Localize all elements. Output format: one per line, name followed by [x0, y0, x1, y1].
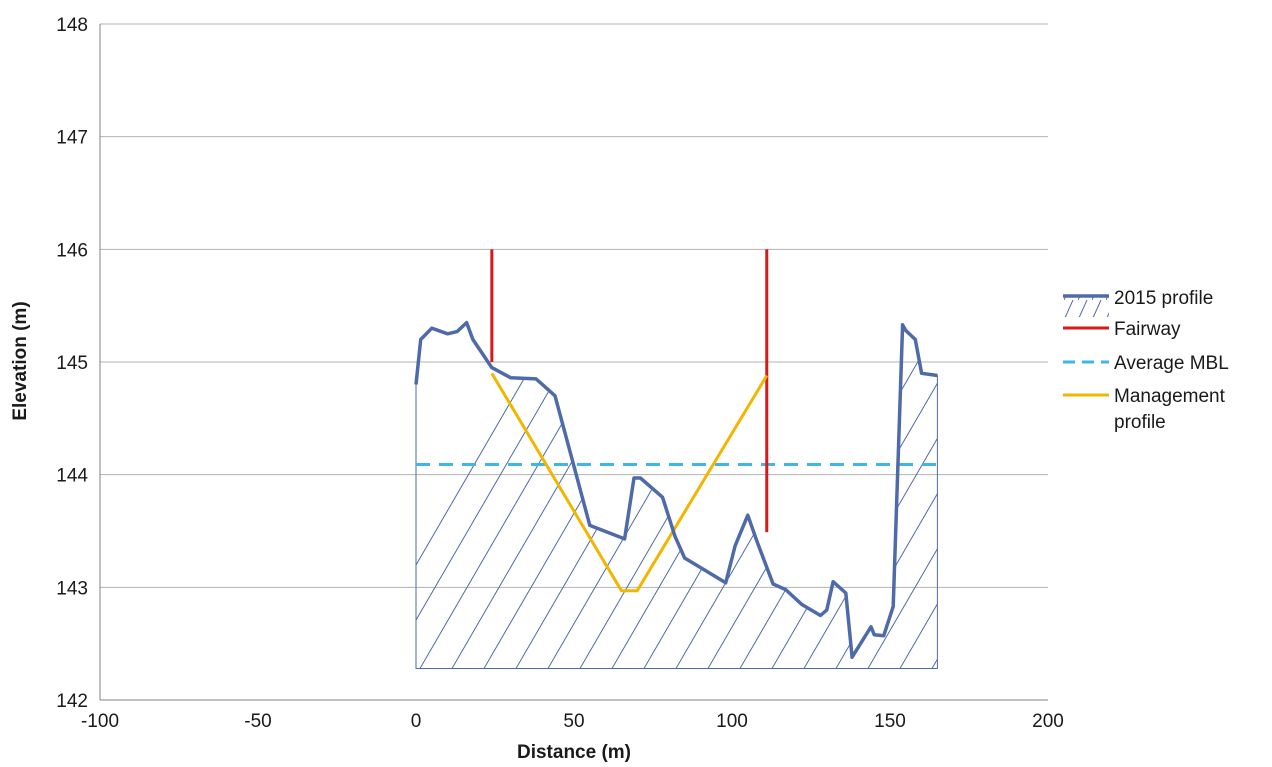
y-axis-title: Elevation (m) [10, 301, 31, 420]
legend-label-average-mbl: Average MBL [1114, 353, 1229, 374]
profile-2015-line [414, 320, 938, 659]
legend-item-average-mbl: Average MBL [1063, 353, 1229, 374]
x-tick-label: 0 [411, 711, 422, 732]
legend: 2015 profile Fairway Average MBL Managem… [1063, 288, 1230, 433]
legend-item-management: Management profile [1063, 386, 1230, 433]
hatch-line [416, 322, 563, 669]
hatch-line [419, 322, 627, 669]
x-tick-label: 50 [563, 711, 584, 732]
axes [99, 24, 1048, 701]
y-tick-label: 146 [56, 240, 88, 261]
gridlines [100, 23, 1048, 588]
x-tick-labels: -100 -50 0 50 100 150 200 [81, 711, 1064, 732]
hatch-line [771, 322, 938, 669]
legend-label-management-line1: Management [1114, 386, 1226, 407]
series [414, 249, 938, 669]
hatch-line [707, 322, 915, 669]
hatch-line [835, 322, 938, 669]
y-tick-label: 147 [56, 128, 88, 149]
x-tick-label: -50 [244, 711, 271, 732]
hatch-line [515, 322, 723, 669]
x-axis-title: Distance (m) [517, 742, 631, 763]
legend-label-fairway: Fairway [1114, 319, 1181, 340]
x-tick-label: 150 [874, 711, 906, 732]
legend-label-management: Management profile [1114, 386, 1230, 433]
x-tick-label: 100 [716, 711, 748, 732]
fairway-lines [490, 249, 769, 533]
management-profile-line [490, 372, 769, 593]
hatch-line [899, 322, 938, 669]
hatch-line [803, 322, 938, 669]
y-tick-label: 142 [56, 691, 88, 712]
y-tick-label: 148 [56, 15, 88, 36]
y-tick-labels: 142 143 144 145 146 147 148 [56, 15, 88, 712]
y-tick-label: 144 [56, 466, 88, 487]
legend-swatch-profile-hatch [1063, 297, 1109, 317]
legend-item-fairway: Fairway [1063, 319, 1181, 340]
legend-item-profile: 2015 profile [1063, 288, 1213, 317]
hatch-line [675, 322, 883, 669]
legend-label-profile: 2015 profile [1114, 288, 1213, 309]
hatch-line [739, 322, 938, 669]
hatch-line [483, 322, 691, 669]
hatch-line [579, 322, 787, 669]
hatch-line [451, 322, 659, 669]
legend-label-management-line2: profile [1114, 412, 1166, 433]
hatch-line [931, 322, 938, 669]
y-tick-label: 145 [56, 353, 88, 374]
hatch-line [611, 322, 819, 669]
x-tick-label: -100 [81, 711, 119, 732]
y-tick-label: 143 [56, 578, 88, 599]
hatch-line [867, 322, 938, 669]
x-tick-label: 200 [1032, 711, 1064, 732]
